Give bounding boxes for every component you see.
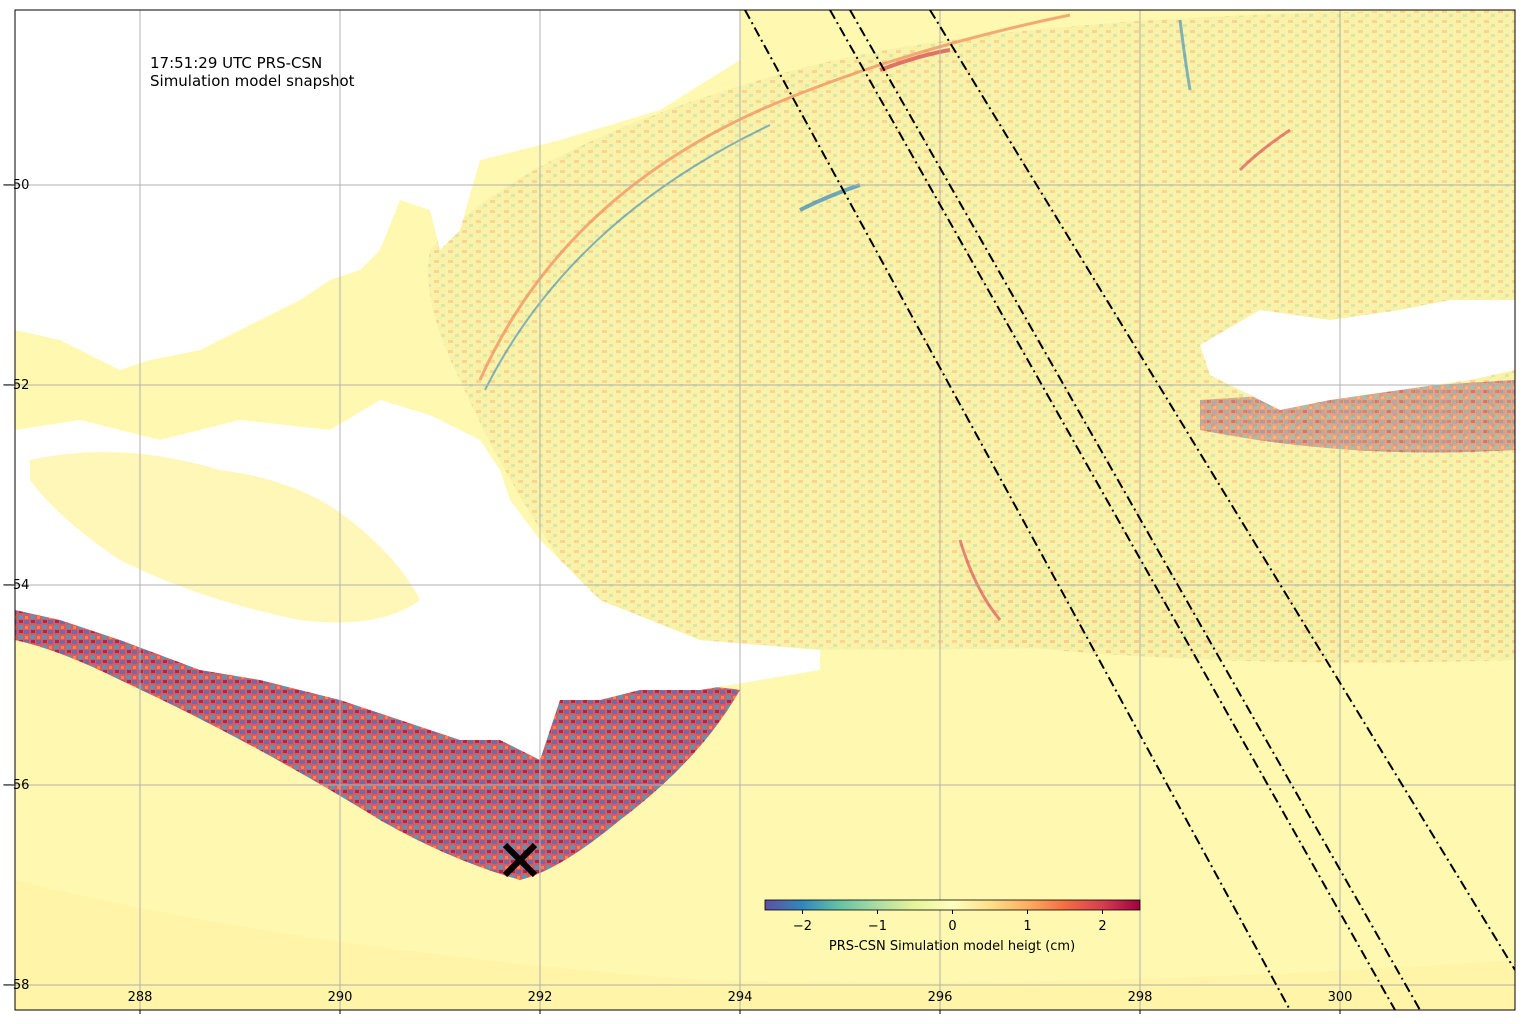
y-tick-label: −52 xyxy=(2,378,29,393)
y-tick-label: −58 xyxy=(2,978,29,993)
x-icon xyxy=(502,842,538,878)
y-axis-ticks: −50 −52 −54 −56 −58 xyxy=(2,178,29,993)
x-tick-label: 290 xyxy=(328,990,353,1005)
model-annotation: Simulation model snapshot xyxy=(150,72,355,90)
x-tick-label: 292 xyxy=(528,990,553,1005)
satellite-track xyxy=(744,10,1291,1010)
colorbar-tick-label: −1 xyxy=(868,919,887,934)
y-tick-label: −50 xyxy=(2,178,29,193)
time-annotation: 17:51:29 UTC PRS-CSN xyxy=(150,54,322,72)
satellite-track xyxy=(849,10,1421,1010)
colorbar-tick-label: 0 xyxy=(948,919,956,934)
colorbar: −2 −1 0 1 2 PRS-CSN Simulation model heigt (… xyxy=(764,899,1141,954)
colorbar-label: PRS-CSN Simulation model heigt (cm) xyxy=(829,939,1075,954)
x-tick-label: 288 xyxy=(128,990,153,1005)
y-tick-label: −56 xyxy=(2,778,29,793)
colorbar-gradient xyxy=(764,899,1141,911)
wave-field xyxy=(15,10,1515,1010)
x-tick-label: 294 xyxy=(728,990,753,1005)
y-tick-label: −54 xyxy=(2,578,29,593)
x-tick-label: 298 xyxy=(1128,990,1153,1005)
colorbar-tick-label: −2 xyxy=(793,919,812,934)
colorbar-tick-label: 2 xyxy=(1098,919,1106,934)
x-tick-label: 300 xyxy=(1328,990,1353,1005)
satellite-tracks xyxy=(744,10,1515,1010)
satellite-track xyxy=(929,10,1515,971)
axes-frame xyxy=(14,9,1516,1011)
gridlines xyxy=(15,10,1515,1010)
x-axis-ticks: 288 290 292 294 296 298 300 xyxy=(128,990,1353,1014)
epicenter-stroke xyxy=(502,842,538,878)
colorbar-tick-label: 1 xyxy=(1023,919,1031,934)
colorbar-ticks: −2 −1 0 1 2 xyxy=(793,910,1107,934)
x-tick-label: 296 xyxy=(928,990,953,1005)
satellite-track xyxy=(829,10,1396,1010)
